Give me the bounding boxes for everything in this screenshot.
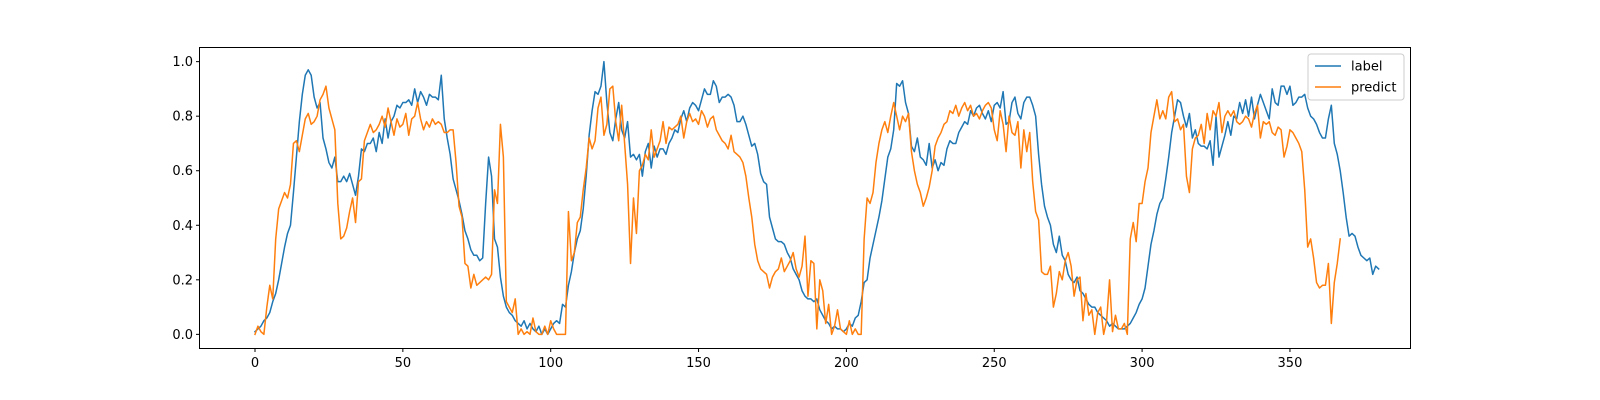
y-tick-label: 0.4 (172, 219, 193, 234)
series-line-label (253, 60, 1380, 336)
x-tick-label: 150 (686, 356, 711, 371)
y-tick-label: 0.2 (172, 273, 193, 288)
legend-label-predict: predict (1351, 81, 1396, 96)
y-axis: 0.0 0.2 0.4 0.6 0.8 1.0 (172, 55, 200, 343)
x-tick-label: 200 (834, 356, 859, 371)
x-tick-label: 0 (251, 356, 259, 371)
series-line-predict (254, 85, 1342, 336)
legend-label-label: label (1351, 60, 1382, 75)
y-tick-label: 0.6 (172, 164, 193, 179)
plot-lines (253, 60, 1380, 336)
y-tick-label: 1.0 (172, 55, 193, 70)
y-tick-label: 0.8 (172, 110, 193, 125)
x-tick-label: 350 (1278, 356, 1303, 371)
x-tick-label: 50 (395, 356, 412, 371)
x-tick-label: 250 (982, 356, 1007, 371)
y-tick-label: 0.0 (172, 328, 193, 343)
plot-frame (199, 47, 1411, 349)
x-tick-label: 100 (538, 356, 563, 371)
x-tick-label: 300 (1130, 356, 1155, 371)
legend: label predict (1307, 53, 1405, 101)
x-axis: 0 50 100 150 200 250 300 350 (251, 348, 1303, 371)
